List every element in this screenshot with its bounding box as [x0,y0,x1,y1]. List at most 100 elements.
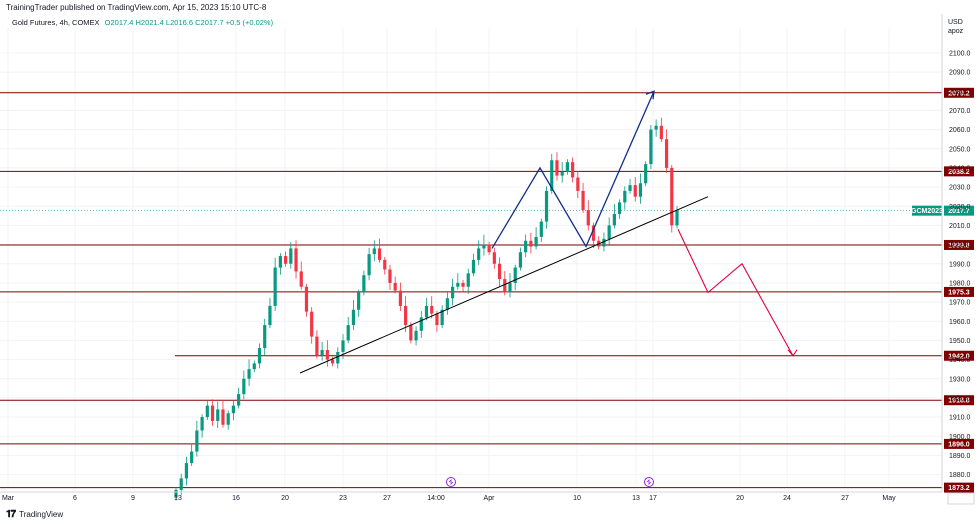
candle-body [508,282,512,293]
candle-body [195,430,199,452]
grid-layer [0,28,942,488]
candle-body [351,309,356,326]
price-tick-label: 2040.0 [949,165,971,172]
level-tag [944,350,974,361]
candle-body [388,269,392,283]
candle-body [325,350,329,360]
level-tag [944,87,974,98]
level-tag [944,239,974,250]
price-tick-label: 2070.0 [949,108,971,115]
event-marker-glyph [448,479,454,485]
drawings-layer [299,90,798,487]
candle-body [216,409,220,421]
symbol-tag-text: GCM2023 [911,208,943,215]
level-tag-text: 2079.2 [948,90,970,97]
trendline [299,196,709,374]
price-tick-label: 1960.0 [949,319,971,326]
candle-body [445,298,449,310]
price-tick-label: 1930.0 [949,376,971,383]
candle-body [320,350,324,356]
brand-name: TradingView [19,510,64,519]
candle-body [513,267,517,283]
candle-body [414,330,418,341]
price-tick-label: 2020.0 [949,204,971,211]
candle-body [576,177,580,191]
candle-body [492,252,496,264]
time-tick-label: 14:00 [427,495,445,502]
candles-layer [174,117,679,501]
candle-body [623,190,627,203]
time-tick-label: 16 [232,495,240,502]
price-tick-label: 1880.0 [949,472,971,479]
candle-body [591,225,596,241]
candle-body [341,340,345,352]
price-scale-currency: USD apoz [948,18,963,36]
candle-body [675,210,679,226]
candle-body [664,139,669,168]
time-tick-label: 17 [649,495,657,502]
candle-body [539,221,543,237]
price-tick-label: 2090.0 [949,70,971,77]
level-tag-text: 2038.2 [948,169,970,176]
candle-body [450,286,455,299]
price-tick-label: 2100.0 [949,50,971,57]
candle-body [424,305,429,318]
candle-body [283,256,288,264]
candle-body [649,129,653,165]
candle-body [346,325,350,341]
level-tag-text: 1918.8 [948,398,970,405]
candle-body [466,273,470,287]
time-tick-label: 24 [783,495,791,502]
time-tick-label: Apr [484,495,496,502]
time-tick-label: 13 [174,495,182,502]
candle-body [247,369,251,379]
candle-body [503,279,507,293]
candle-body [487,244,491,253]
candle-body [257,348,262,364]
time-tick-label: 27 [841,495,849,502]
candle-body [456,282,460,287]
candle-body [435,313,439,326]
candle-body [518,252,523,268]
candle-body [252,363,256,370]
candle-body [524,240,528,253]
candle-body [644,164,648,184]
level-tag-text: 1873.2 [948,485,970,492]
price-tick-label: 1990.0 [949,261,971,268]
level-lines: 2079.2 2038.2 1999.8 1975.3 1942.0 1918.8 1896… [0,87,974,493]
price-tag-text: 2017.7 [948,208,970,215]
price-tick-label: 1940.0 [949,357,971,364]
candle-body [607,225,611,239]
candle-body [190,451,194,464]
price-tick-label: 2050.0 [949,146,971,153]
symbol-legend: Gold Futures, 4h, COMEX O2017.4 H2021.4 … [12,18,273,27]
candle-body [278,256,282,268]
candle-body [628,185,632,191]
candle-body [299,271,303,287]
candle-body [263,325,267,349]
price-tick-label: 2060.0 [949,127,971,134]
time-tick-label: May [882,495,896,502]
candle-body [398,290,403,306]
candle-body [419,317,423,331]
price-tick-label: 2000.0 [949,242,971,249]
candle-body [555,160,559,176]
price-tick-label: 1980.0 [949,280,971,287]
candle-body [550,160,554,191]
candle-body [357,292,361,310]
price-tick-label: 2010.0 [949,223,971,230]
candle-body [404,305,408,326]
price-tick-label: 2030.0 [949,185,971,192]
candle-body [560,171,564,176]
event-marker-glyph [646,479,652,485]
candle-body [581,190,585,211]
time-tick-label: 23 [339,495,347,502]
candle-body [529,240,533,247]
price-axis: 1880.0 1890.0 1900.0 1910.0 1920.0 1930.0 1940… [941,14,971,492]
candle-body [372,248,376,255]
candle-body [362,275,366,293]
candle-body [633,185,637,197]
time-tick-label: 6 [73,495,77,502]
candle-body [294,248,298,272]
